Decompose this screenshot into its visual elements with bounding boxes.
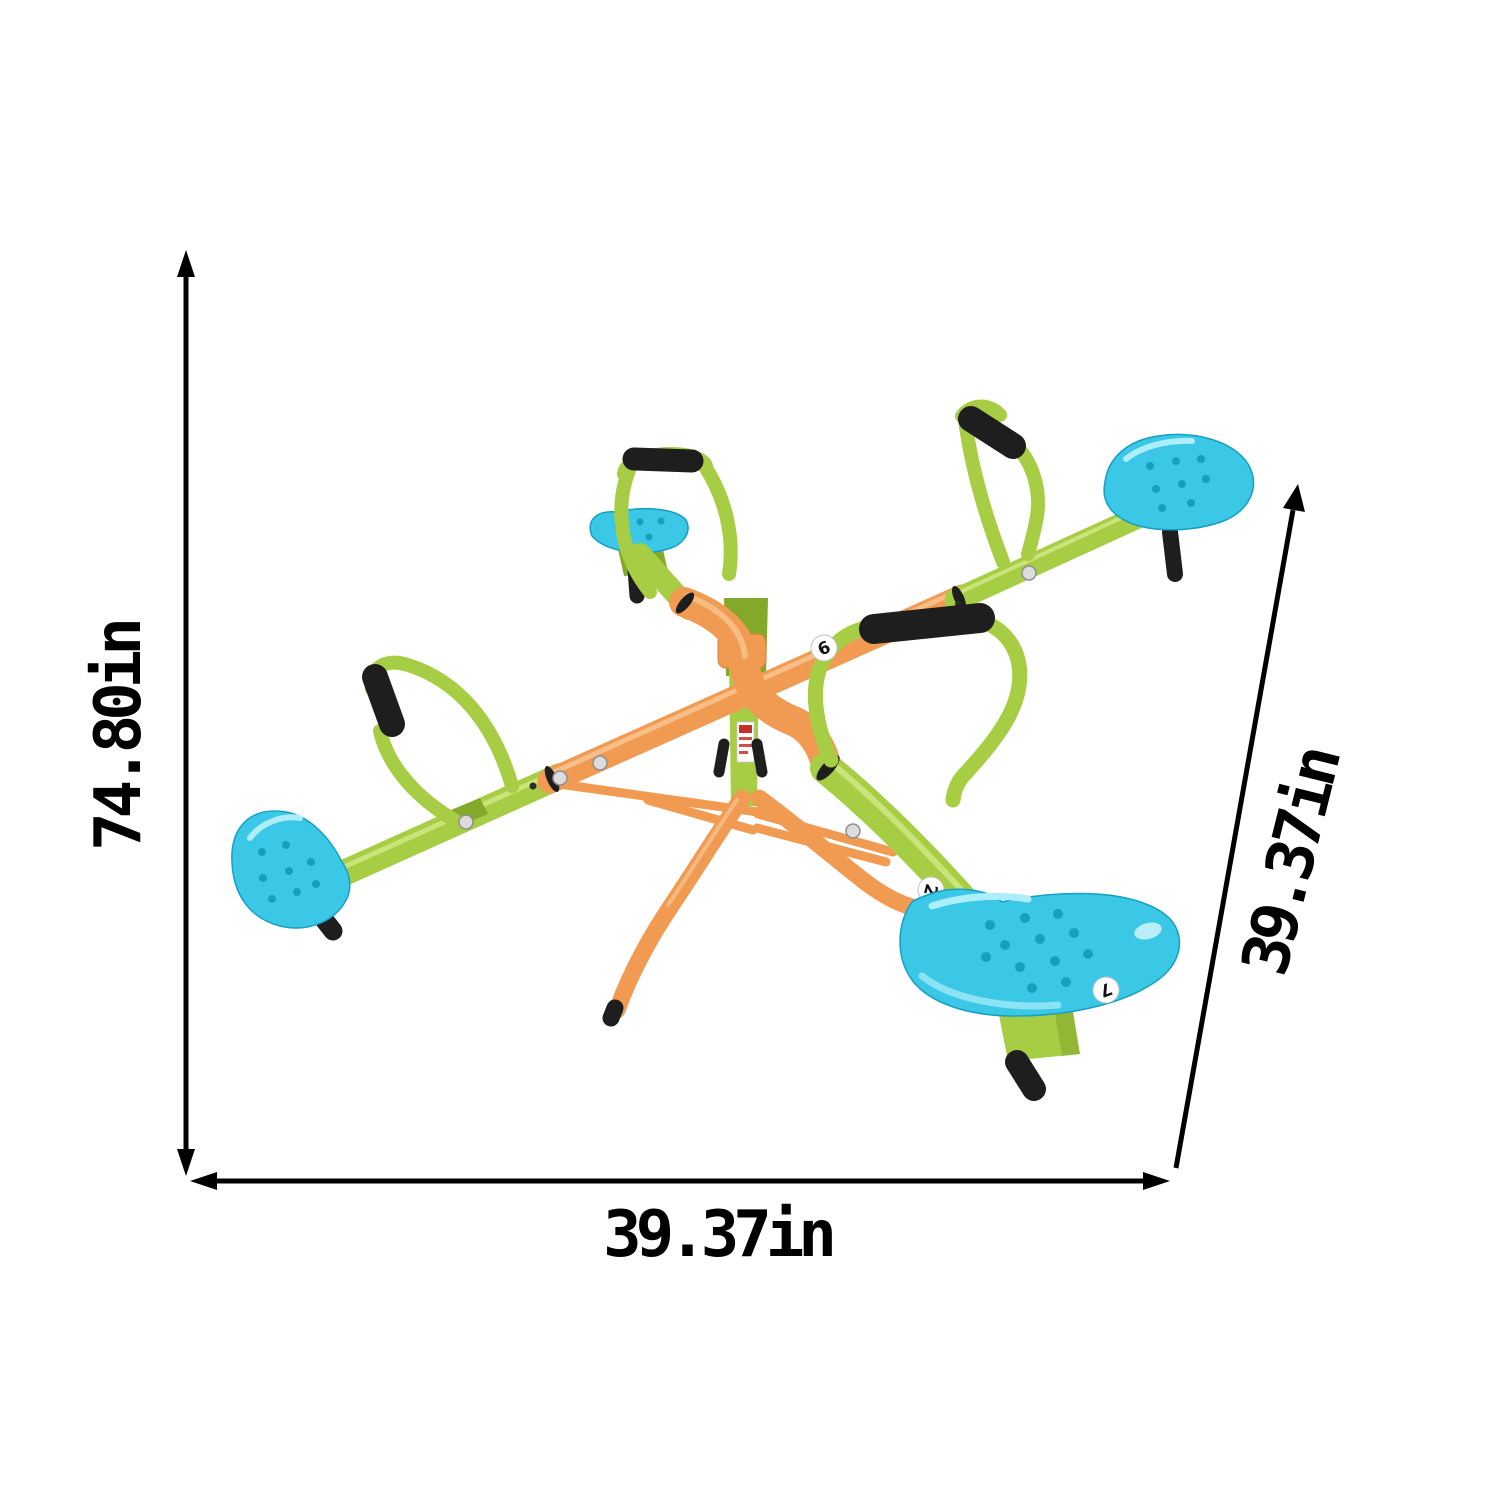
seat-highlight	[928, 892, 1032, 910]
top-right-handlebar	[955, 399, 1045, 569]
arrow-right-icon	[1143, 1172, 1170, 1190]
front-seat-bumper	[1005, 1050, 1046, 1101]
front-handlebar: 6	[807, 603, 1028, 808]
leg-end-cap	[602, 999, 624, 1027]
seat-highlight	[247, 814, 303, 841]
front-left-leg-highlight	[666, 798, 739, 907]
top-right-seat-bumper	[1162, 524, 1183, 582]
top-right-handlebar-grip	[958, 406, 1026, 459]
beam-junction-ring	[952, 585, 966, 611]
lock-pin	[751, 738, 768, 778]
bolt	[552, 770, 568, 786]
back-handlebar	[614, 447, 738, 599]
number-sticker-front-handlebar: 6	[810, 634, 838, 662]
beam-highlight	[685, 593, 748, 659]
left-seat-holes	[258, 841, 320, 903]
top-right-seat-holes	[1146, 455, 1210, 512]
left-handlebar	[362, 655, 519, 831]
front-seat-holes	[981, 909, 1093, 993]
height-dimension: 74.80in	[82, 250, 195, 1176]
beam-junction-ring	[675, 592, 695, 614]
arrow-down-icon	[177, 1149, 195, 1176]
front-handlebar-grip	[859, 603, 995, 644]
warning-label	[736, 721, 755, 763]
adjust-hole	[529, 782, 537, 790]
seat-highlight	[918, 972, 1062, 1010]
left-handlebar-grip	[362, 664, 405, 737]
height-dimension-label: 74.80in	[82, 622, 156, 851]
base-legs	[547, 738, 929, 1027]
front-seat-unit: 7	[899, 888, 1181, 1101]
arrow-up-right-icon	[1283, 484, 1305, 512]
lock-pin	[713, 738, 730, 778]
bolt	[845, 823, 861, 839]
bolt	[1021, 565, 1037, 581]
back-handlebar-grip	[622, 447, 704, 473]
seat-specular	[1134, 922, 1162, 940]
width-dimension-label: 39.37in	[603, 1198, 832, 1272]
seat-highlight	[1123, 437, 1195, 462]
seesaw-product: 2 6	[231, 399, 1255, 1101]
base-brace	[643, 795, 758, 835]
arrow-left-icon	[190, 1172, 217, 1190]
bolt	[458, 814, 474, 830]
front-seat	[899, 888, 1181, 1017]
arrow-up-icon	[177, 250, 195, 277]
depth-dimension-line	[1173, 509, 1296, 1169]
front-left-leg	[608, 789, 751, 1019]
depth-dimension: 39.37in	[1173, 484, 1355, 1169]
top-right-seat-unit	[955, 399, 1255, 582]
number-sticker-front-seat: 7	[1092, 976, 1120, 1004]
left-seat-unit	[231, 655, 519, 941]
width-dimension: 39.37in	[190, 1172, 1170, 1272]
back-seat-unit	[589, 447, 738, 620]
front-right-leg	[750, 789, 929, 918]
cross-beam-pivot-curve	[669, 587, 842, 783]
beam-junction-ring	[544, 766, 560, 792]
bolt	[592, 755, 608, 771]
